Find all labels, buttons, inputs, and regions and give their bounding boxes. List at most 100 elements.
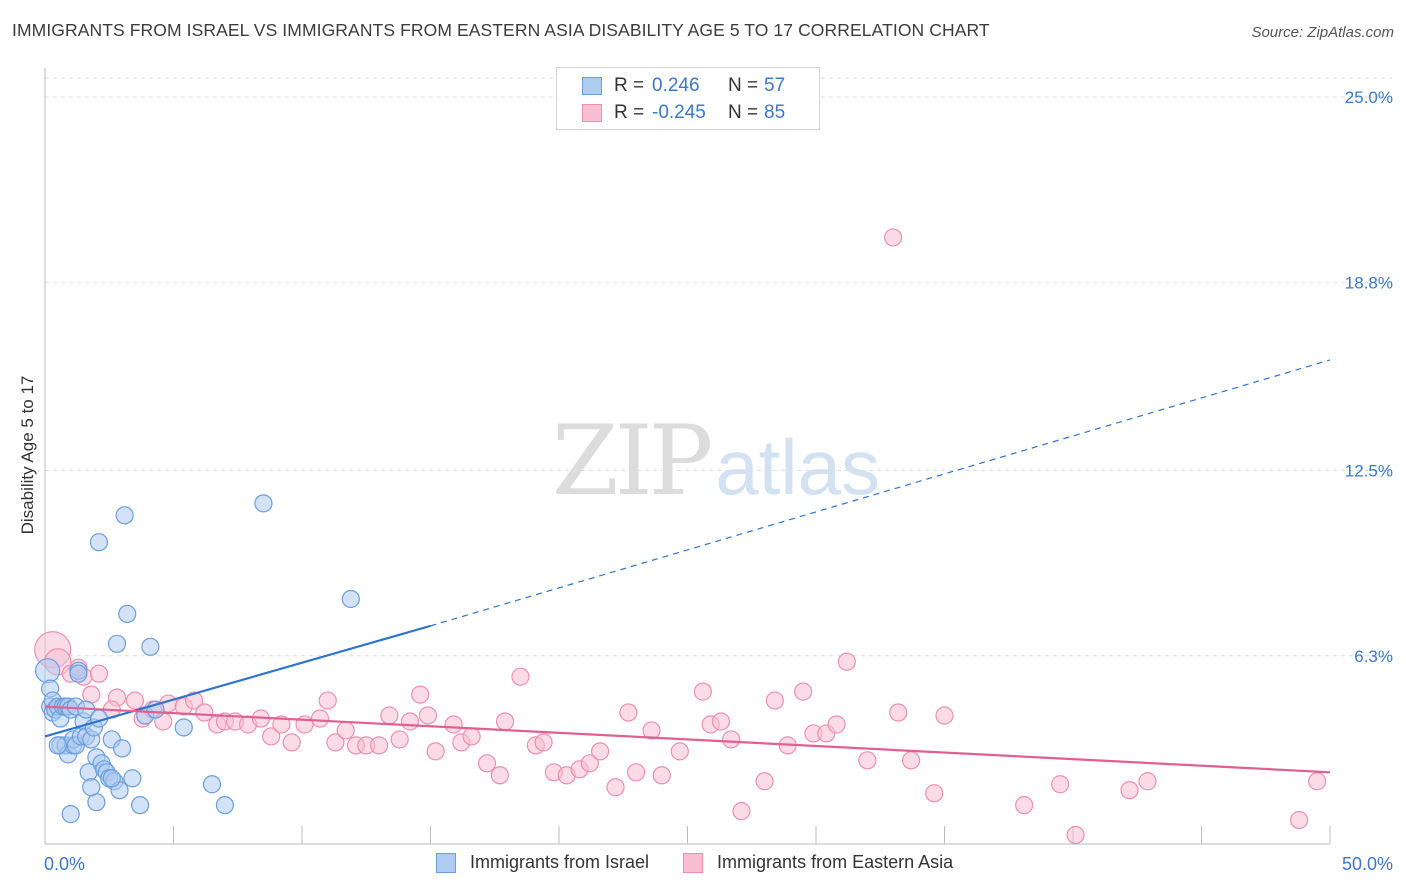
- data-point-eastern-asia: [591, 742, 610, 761]
- data-point-israel: [115, 506, 134, 525]
- legend-row-eastern-asia: R = -0.245 N = 85: [582, 101, 785, 125]
- data-point-eastern-asia: [89, 664, 109, 683]
- data-point-eastern-asia: [901, 751, 921, 770]
- legend-item-israel[interactable]: Immigrants from Israel: [436, 852, 649, 873]
- data-point-eastern-asia: [619, 703, 638, 722]
- data-point-israel: [202, 775, 222, 794]
- data-point-israel: [112, 739, 132, 758]
- data-point-israel: [341, 589, 360, 609]
- data-point-eastern-asia: [652, 766, 671, 785]
- data-point-eastern-asia: [883, 228, 903, 247]
- legend-swatch-pink: [683, 852, 704, 873]
- data-point-eastern-asia: [642, 721, 661, 740]
- data-point-israel: [34, 658, 61, 684]
- data-point-eastern-asia: [670, 742, 689, 761]
- data-point-eastern-asia: [495, 712, 515, 731]
- data-point-eastern-asia: [935, 706, 954, 725]
- data-point-israel: [48, 736, 67, 755]
- data-point-eastern-asia: [765, 691, 784, 710]
- data-point-eastern-asia: [1120, 781, 1139, 800]
- data-point-eastern-asia: [462, 727, 481, 746]
- grid-lines: [45, 77, 1392, 657]
- data-point-eastern-asia: [511, 667, 530, 686]
- data-point-eastern-asia: [418, 706, 438, 725]
- data-point-eastern-asia: [606, 778, 625, 797]
- data-point-eastern-asia: [390, 730, 409, 749]
- legend-item-eastern-asia[interactable]: Immigrants from Eastern Asia: [683, 852, 953, 873]
- data-point-eastern-asia: [195, 703, 214, 722]
- data-point-eastern-asia: [732, 802, 751, 821]
- data-point-eastern-asia: [626, 763, 646, 782]
- data-point-eastern-asia: [827, 715, 846, 734]
- legend-n-label: N =: [728, 75, 759, 96]
- data-point-eastern-asia: [272, 715, 291, 734]
- data-point-eastern-asia: [755, 772, 774, 791]
- data-point-eastern-asia: [336, 721, 355, 740]
- data-point-eastern-asia: [858, 751, 877, 770]
- data-point-israel: [61, 805, 80, 824]
- legend-row-israel: R = 0.246 N = 57: [582, 74, 785, 98]
- data-point-eastern-asia: [310, 709, 330, 728]
- data-point-eastern-asia: [1066, 825, 1085, 845]
- data-point-israel: [89, 533, 109, 552]
- data-point-eastern-asia: [1138, 772, 1157, 791]
- data-point-israel: [215, 796, 234, 815]
- x-tick-label: 0.0%: [44, 854, 85, 874]
- data-point-eastern-asia: [711, 712, 731, 731]
- chart-title: IMMIGRANTS FROM ISRAEL VS IMMIGRANTS FRO…: [12, 20, 990, 40]
- data-point-israel: [141, 637, 160, 656]
- data-point-israel: [130, 796, 150, 815]
- data-point-eastern-asia: [125, 691, 145, 710]
- data-point-israel: [118, 604, 137, 624]
- legend-n-value: 85: [764, 102, 786, 123]
- data-point-eastern-asia: [837, 652, 856, 671]
- data-point-israel: [107, 634, 127, 653]
- data-point-eastern-asia: [282, 733, 301, 752]
- legend-label-israel: Immigrants from Israel: [470, 852, 650, 872]
- y-tick-label: 6.3%: [1354, 647, 1393, 666]
- legend-swatch-pink: [582, 104, 602, 122]
- data-point-eastern-asia: [380, 706, 399, 725]
- data-point-eastern-asia: [794, 682, 813, 701]
- data-point-israel: [102, 769, 121, 788]
- data-point-israel: [82, 778, 101, 797]
- y-tick-label: 12.5%: [1345, 462, 1393, 481]
- data-point-israel: [254, 494, 273, 513]
- data-point-eastern-asia: [184, 691, 204, 710]
- y-tick-label: 18.8%: [1345, 273, 1393, 292]
- trend-line-israel: [44, 624, 431, 738]
- legend-swatch-blue: [436, 852, 456, 873]
- legend-r-value: 0.246: [652, 75, 700, 96]
- correlation-legend: R = 0.246 N = 57 R = -0.245 N = 85: [556, 67, 820, 130]
- legend-swatch-blue: [582, 77, 602, 95]
- data-point-israel: [174, 718, 193, 737]
- trend-line-eastern-asia: [44, 705, 1331, 774]
- x-tick-label: 50.0%: [1342, 854, 1393, 874]
- trend-line-israel-extrapolated: [430, 359, 1331, 627]
- legend-r-label: R =: [614, 102, 645, 123]
- series-legend: Immigrants from Israel Immigrants from E…: [436, 852, 987, 873]
- data-point-israel: [69, 664, 88, 683]
- data-point-eastern-asia: [534, 733, 553, 752]
- legend-n-value: 57: [764, 75, 786, 96]
- data-point-eastern-asia: [426, 742, 445, 761]
- legend-r-value: -0.245: [652, 102, 706, 123]
- data-point-eastern-asia: [400, 712, 420, 731]
- source-credit: Source: ZipAtlas.com: [1251, 24, 1394, 41]
- data-point-eastern-asia: [490, 766, 509, 785]
- data-point-eastern-asia: [477, 754, 497, 773]
- data-point-eastern-asia: [1015, 796, 1034, 815]
- tick-labels: 6.3% 12.5% 18.8% 25.0% 0.0% 50.0%: [44, 88, 1393, 874]
- legend-label-eastern-asia: Immigrants from Eastern Asia: [717, 852, 954, 872]
- data-point-eastern-asia: [889, 703, 908, 722]
- legend-n-label: N =: [728, 102, 759, 123]
- trend-lines: [44, 359, 1331, 774]
- y-tick-label: 25.0%: [1345, 88, 1393, 107]
- data-point-eastern-asia: [1290, 810, 1309, 830]
- data-point-israel: [123, 769, 142, 788]
- data-point-eastern-asia: [370, 736, 389, 755]
- data-point-eastern-asia: [326, 733, 345, 752]
- y-axis-title: Disability Age 5 to 17: [18, 375, 37, 535]
- data-point-eastern-asia: [262, 727, 281, 746]
- series-israel-points: [34, 494, 360, 824]
